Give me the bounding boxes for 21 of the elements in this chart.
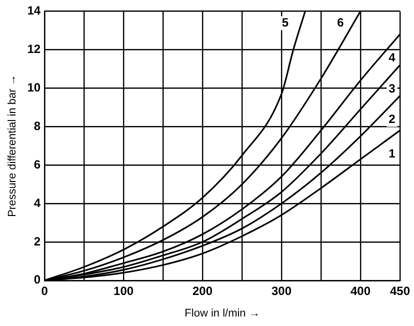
y-tick-label: 12: [27, 42, 41, 56]
series-label: 2: [388, 112, 396, 126]
series-label: 5: [282, 16, 289, 30]
x-tick-label: 300: [271, 284, 292, 298]
x-tick-label: 100: [114, 284, 134, 298]
series-label: 3: [388, 81, 396, 96]
y-axis-title: Pressure differential in bar →: [6, 74, 19, 217]
y-tick-label: 14: [27, 4, 41, 18]
series-label: 1: [388, 146, 396, 161]
x-tick-label: 200: [192, 284, 213, 298]
series-label: 4: [388, 50, 396, 65]
y-tick-label: 8: [34, 118, 41, 133]
x-tick-label: 400: [350, 284, 371, 298]
y-tick-label: 2: [34, 234, 41, 248]
y-tick-label: 10: [27, 80, 41, 94]
series-label: 6: [337, 16, 344, 30]
x-axis-title: Flow in l/min →: [184, 307, 260, 320]
x-tick-label: 450: [390, 284, 410, 298]
y-tick-label: 0: [34, 272, 41, 287]
y-tick-label: 6: [34, 157, 41, 172]
y-tick-label: 4: [34, 196, 41, 210]
